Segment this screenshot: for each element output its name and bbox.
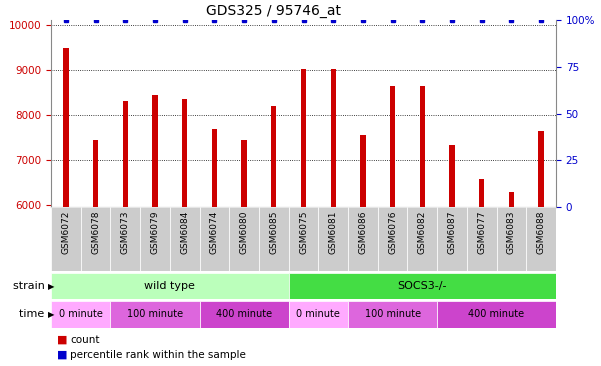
Text: GSM6075: GSM6075 (299, 210, 308, 254)
Bar (242, 141, 247, 207)
Text: 400 minute: 400 minute (468, 309, 525, 320)
Bar (348, 301, 437, 328)
Text: 0 minute: 0 minute (59, 309, 103, 320)
Text: GSM6088: GSM6088 (537, 210, 546, 254)
Bar (288, 273, 556, 299)
Text: 100 minute: 100 minute (365, 309, 421, 320)
Bar (63, 48, 69, 207)
Text: GSM6086: GSM6086 (358, 210, 367, 254)
Bar (81, 207, 111, 271)
Text: GSM6073: GSM6073 (121, 210, 130, 254)
Bar (419, 86, 425, 207)
Text: GSM6076: GSM6076 (388, 210, 397, 254)
Text: strain: strain (13, 281, 48, 291)
Text: time: time (19, 309, 48, 320)
Text: GSM6079: GSM6079 (150, 210, 159, 254)
Bar (93, 140, 99, 207)
Bar (200, 301, 288, 328)
Text: GSM6080: GSM6080 (240, 210, 249, 254)
Bar (111, 207, 140, 271)
Text: GSM6084: GSM6084 (180, 210, 189, 254)
Bar (140, 207, 170, 271)
Text: GDS325 / 95746_at: GDS325 / 95746_at (206, 4, 341, 18)
Bar (51, 207, 81, 271)
Text: 400 minute: 400 minute (216, 309, 272, 320)
Text: GSM6082: GSM6082 (418, 210, 427, 254)
Bar (200, 207, 229, 271)
Bar (288, 207, 319, 271)
Bar (467, 207, 496, 271)
Text: GSM6087: GSM6087 (448, 210, 457, 254)
Bar (538, 131, 544, 207)
Bar (496, 207, 526, 271)
Text: ■: ■ (57, 350, 67, 359)
Bar (288, 301, 348, 328)
Bar (271, 106, 276, 207)
Text: wild type: wild type (144, 281, 195, 291)
Text: GSM6083: GSM6083 (507, 210, 516, 254)
Bar (170, 207, 200, 271)
Text: ■: ■ (57, 335, 67, 345)
Text: GSM6077: GSM6077 (477, 210, 486, 254)
Bar (360, 135, 365, 207)
Text: GSM6078: GSM6078 (91, 210, 100, 254)
Bar (212, 129, 217, 207)
Bar (437, 301, 556, 328)
Bar (301, 69, 306, 207)
Bar (450, 145, 455, 207)
Bar (526, 207, 556, 271)
Bar (479, 179, 484, 207)
Bar (348, 207, 378, 271)
Bar (152, 96, 157, 207)
Bar (229, 207, 259, 271)
Text: SOCS3-/-: SOCS3-/- (397, 281, 447, 291)
Text: GSM6081: GSM6081 (329, 210, 338, 254)
Text: GSM6074: GSM6074 (210, 210, 219, 254)
Bar (407, 207, 437, 271)
Text: count: count (70, 335, 100, 345)
Bar (331, 69, 336, 207)
Bar (51, 273, 288, 299)
Bar (123, 101, 128, 207)
Text: GSM6072: GSM6072 (61, 210, 70, 254)
Bar (390, 86, 395, 207)
Bar (111, 301, 200, 328)
Text: GSM6085: GSM6085 (269, 210, 278, 254)
Bar (437, 207, 467, 271)
Text: ▶: ▶ (48, 282, 55, 291)
Bar (51, 301, 111, 328)
Text: 100 minute: 100 minute (127, 309, 183, 320)
Text: percentile rank within the sample: percentile rank within the sample (70, 350, 246, 359)
Bar (259, 207, 288, 271)
Bar (378, 207, 407, 271)
Bar (182, 99, 188, 207)
Bar (508, 192, 514, 207)
Text: 0 minute: 0 minute (296, 309, 340, 320)
Bar (319, 207, 348, 271)
Text: ▶: ▶ (48, 310, 55, 319)
